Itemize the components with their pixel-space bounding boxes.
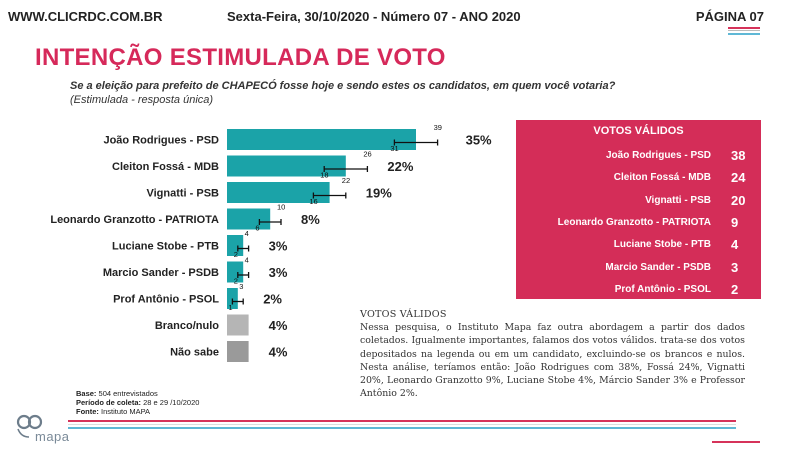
- footer-rule-gray: [68, 424, 736, 425]
- site-url: WWW.CLICRDC.COM.BR: [8, 9, 163, 24]
- error-lower-label: 18: [320, 171, 328, 180]
- survey-subtitle: (Estimulada - resposta única): [70, 94, 214, 106]
- error-lower-label: 2: [234, 250, 238, 259]
- valid-votes-row: Cleiton Fossá - MDB 24: [516, 170, 761, 190]
- valid-votes-row: Luciane Stobe - PTB 4: [516, 237, 761, 257]
- error-lower-label: 31: [390, 144, 398, 153]
- valid-votes-row: Vignatti - PSB 20: [516, 192, 761, 213]
- valid-votes-candidate: Leonardo Granzotto - PATRIOTA: [557, 216, 711, 228]
- bar: [227, 155, 346, 177]
- category-label: Não sabe: [170, 347, 219, 359]
- note-body: Nessa pesquisa, o Instituto Mapa faz out…: [360, 322, 745, 400]
- category-label: Cleiton Fossá - MDB: [112, 161, 219, 173]
- error-upper-label: 22: [342, 176, 350, 185]
- header-rule-gray: [728, 30, 760, 31]
- page-title: INTENÇÃO ESTIMULADA DE VOTO: [35, 44, 446, 71]
- bar: [227, 129, 416, 150]
- page-number: PÁGINA 07: [695, 9, 764, 24]
- value-label: 19%: [366, 186, 392, 201]
- mapa-logo-text: mapa: [35, 429, 70, 444]
- error-upper-label: 26: [363, 150, 371, 159]
- category-label: Leonardo Granzotto - PATRIOTA: [50, 214, 219, 226]
- error-upper-label: 3: [239, 282, 243, 291]
- valid-votes-candidate: Prof Antônio - PSOL: [614, 283, 711, 295]
- error-lower-label: 6: [255, 224, 259, 233]
- source-value: Instituto MAPA: [101, 406, 151, 416]
- category-label: Vignatti - PSB: [146, 188, 219, 200]
- valid-votes-value: 24: [731, 170, 746, 186]
- note-title: VOTOS VÁLIDOS: [360, 309, 447, 320]
- error-lower-label: 2: [234, 277, 238, 286]
- period-label: Período de coleta:: [76, 397, 142, 407]
- value-label: 22%: [387, 159, 413, 174]
- valid-votes-title: VOTOS VÁLIDOS: [593, 125, 684, 137]
- error-upper-label: 4: [245, 256, 249, 265]
- period-value: 28 e 29 /10/2020: [143, 397, 200, 407]
- bar: [227, 182, 330, 203]
- value-label: 8%: [301, 212, 320, 227]
- valid-votes-value: 2: [731, 281, 739, 297]
- valid-votes-candidate: Marcio Sander - PSDB: [605, 261, 711, 273]
- valid-votes-candidate: João Rodrigues - PSD: [605, 150, 711, 161]
- bar: [227, 341, 249, 362]
- value-label: 4%: [269, 345, 288, 360]
- survey-question: Se a eleição para prefeito de CHAPECÓ fo…: [70, 80, 616, 92]
- survey-base-info: Base: 504 entrevistados Período de colet…: [76, 389, 200, 416]
- valid-votes-panel: VOTOS VÁLIDOS João Rodrigues - PSD 38 Clei…: [516, 120, 761, 299]
- error-upper-label: 4: [245, 229, 249, 238]
- value-label: 35%: [466, 133, 492, 148]
- bar: [227, 235, 244, 256]
- valid-votes-row: Prof Antônio - PSOL 2: [516, 281, 761, 302]
- bar: [227, 314, 249, 336]
- valid-votes-note: VOTOS VÁLIDOS Nessa pesquisa, o Institut…: [360, 308, 745, 400]
- mapa-logo-icon: [16, 414, 43, 438]
- valid-votes-value: 20: [731, 192, 746, 208]
- source-label: Fonte:: [76, 406, 99, 416]
- category-label: Marcio Sander - PSDB: [103, 267, 219, 279]
- valid-votes-candidate: Cleiton Fossá - MDB: [613, 172, 711, 184]
- valid-votes-candidate: Vignatti - PSB: [645, 194, 711, 206]
- value-label: 2%: [263, 292, 282, 307]
- value-label: 3%: [269, 265, 288, 280]
- category-label: Branco/nulo: [155, 320, 219, 332]
- error-upper-label: 39: [434, 123, 442, 132]
- footer-rule-short: [712, 441, 760, 443]
- valid-votes-candidate: Luciane Stobe - PTB: [613, 239, 711, 251]
- category-label: Prof Antônio - PSOL: [113, 294, 219, 306]
- valid-votes-row: Marcio Sander - PSDB 3: [516, 259, 761, 280]
- issue-date: Sexta-Feira, 30/10/2020 - Número 07 - AN…: [227, 9, 521, 24]
- bar: [227, 208, 271, 230]
- header-rule-blue: [728, 33, 760, 35]
- bar: [227, 261, 244, 283]
- valid-votes-value: 3: [731, 259, 739, 275]
- valid-votes-value: 4: [731, 237, 739, 253]
- error-upper-label: 10: [277, 203, 285, 212]
- valid-votes-row: Leonardo Granzotto - PATRIOTA 9: [516, 214, 761, 235]
- error-lower-label: 16: [309, 197, 317, 206]
- category-label: João Rodrigues - PSD: [103, 135, 219, 147]
- footer-rule-red: [68, 420, 736, 422]
- valid-votes-row: João Rodrigues - PSD 38: [516, 148, 761, 168]
- valid-votes-value: 38: [731, 148, 746, 163]
- error-lower-label: 1: [228, 303, 232, 312]
- value-label: 3%: [269, 239, 288, 254]
- value-label: 4%: [269, 318, 288, 333]
- base-value: 504 entrevistados: [98, 389, 158, 398]
- base-label: Base:: [76, 389, 97, 398]
- category-label: Luciane Stobe - PTB: [112, 241, 219, 253]
- valid-votes-value: 9: [731, 214, 739, 230]
- header-rule-red: [728, 27, 760, 29]
- footer-rule-blue: [68, 427, 736, 429]
